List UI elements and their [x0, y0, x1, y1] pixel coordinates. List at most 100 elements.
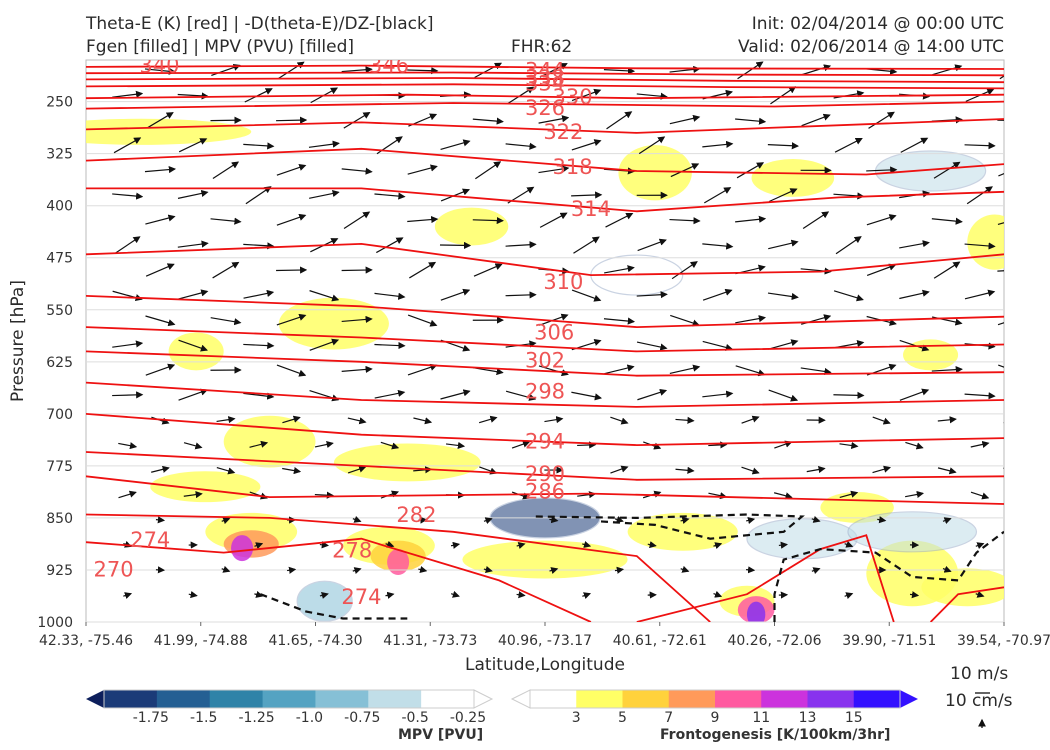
wind-vector [113, 137, 142, 154]
wind-vector [155, 516, 166, 524]
wind-vector [844, 540, 854, 548]
valid-time-label: Valid: 02/06/2014 @ 14:00 UTC [738, 37, 1004, 57]
wind-vector [770, 86, 797, 105]
wind-vector [964, 242, 996, 250]
wind-vector [243, 142, 275, 150]
wind-vector [998, 173, 1004, 177]
wind-vector [937, 416, 957, 424]
wind-vector [418, 516, 428, 524]
wind-vector [516, 542, 526, 549]
wind-vector [347, 465, 367, 474]
mpv-colorbar-segment [209, 690, 264, 708]
wind-vector [505, 390, 537, 401]
x-tick-label: 42.33, -75.46 [39, 633, 133, 649]
theta-e-contour [86, 537, 592, 622]
wind-vector [216, 416, 236, 424]
wind-vector [450, 541, 461, 549]
wind-vector [216, 466, 236, 475]
fgen-fill [967, 214, 1004, 270]
wind-vector [800, 367, 832, 376]
wind-vector [702, 140, 734, 149]
wind-vector [964, 142, 996, 150]
x-tick-label: 40.61, -72.61 [613, 633, 707, 649]
wind-vector [374, 292, 406, 300]
fgen-colorbar-segment [622, 690, 670, 708]
mpv-colorbar-label: -1.0 [296, 710, 323, 726]
wind-vector [177, 189, 209, 199]
wind-vector [899, 388, 930, 401]
wind-vector [866, 263, 897, 277]
filled-fields [86, 118, 1004, 622]
wind-vector [905, 490, 925, 499]
wind-vector [341, 266, 373, 274]
fgen-fill [903, 339, 959, 371]
theta-e-contour [86, 147, 1004, 176]
wind-vector [702, 390, 734, 398]
wind-vector [309, 290, 340, 302]
wind-vector [352, 567, 362, 574]
wind-vector [970, 440, 990, 448]
wind-vector [872, 416, 891, 425]
x-axis: 42.33, -75.46 41.99, -74.88 41.65, -74.30 4… [39, 622, 1050, 649]
wind-vector [746, 566, 756, 574]
y-tick-label: 1000 [37, 615, 73, 631]
theta-e-label: 344 [525, 58, 565, 82]
theta-e-label: 340 [139, 54, 179, 78]
wind-vector [614, 566, 625, 574]
y-tick-label: 550 [46, 303, 73, 319]
wind-vector [610, 465, 629, 474]
wind-vector [768, 389, 799, 402]
wind-vector [637, 388, 668, 401]
wind-vector [844, 592, 854, 600]
wind-vector [178, 138, 208, 153]
theta-e-contour [86, 77, 1004, 84]
wind-vector [877, 516, 887, 524]
wind-vector [975, 542, 985, 550]
wind-vector [276, 364, 307, 377]
wind-vector [407, 363, 438, 376]
wind-vector [243, 341, 275, 350]
fgen-fill [150, 471, 261, 503]
wind-vector [604, 265, 635, 274]
fgen-fill [168, 332, 224, 371]
fgen-colorbar-frame [529, 689, 901, 709]
mpv-colorbar-label: -0.25 [450, 710, 486, 726]
wind-vector [905, 441, 924, 450]
forecast-hour-label: FHR:62 [511, 37, 573, 57]
theta-e-label: 298 [525, 380, 565, 404]
y-tick-label: 775 [46, 459, 73, 475]
ref-vector-cms-label: 10 cm/s [945, 691, 1013, 711]
y-tick-label: 475 [46, 251, 73, 267]
wind-vector [472, 216, 504, 225]
y-tick-label: 700 [46, 407, 73, 423]
x-tick-label: 39.54, -70.97 [957, 633, 1050, 649]
wind-vectors [112, 61, 1004, 600]
wind-vector [445, 441, 466, 450]
theta-e-label: 306 [534, 321, 574, 345]
wind-vector [811, 515, 821, 523]
wind-vector [374, 389, 406, 399]
wind-vector [735, 215, 767, 223]
wind-vector [112, 391, 144, 399]
wind-vector [287, 566, 297, 574]
fgen-fill [618, 145, 692, 201]
wind-vector [343, 211, 371, 229]
wind-vector [478, 415, 498, 424]
wind-vector [801, 113, 831, 127]
reference-vector-arrows [975, 692, 990, 728]
fgen-fill [333, 443, 481, 482]
y-axis-label: Pressure [hPa] [8, 280, 28, 402]
wind-vector [975, 590, 985, 598]
mpv-fill [746, 518, 858, 560]
theta-e-contour [86, 93, 1004, 100]
theta-e-contour [86, 295, 1004, 329]
colorbars: -1.75 -1.5 -1.25 -1.0 -0.75 -0.5 -0.25 3 5 7 9 11 13… [86, 689, 918, 726]
fgen-colorbar-extend-right [900, 690, 918, 708]
x-tick-label: 40.96, -73.17 [498, 633, 592, 649]
wind-vector [768, 188, 798, 203]
wind-vector [314, 440, 334, 448]
theta-e-contour [86, 381, 1004, 408]
wind-vector [177, 92, 209, 100]
wind-vector [573, 236, 600, 254]
wind-vector [833, 391, 865, 399]
